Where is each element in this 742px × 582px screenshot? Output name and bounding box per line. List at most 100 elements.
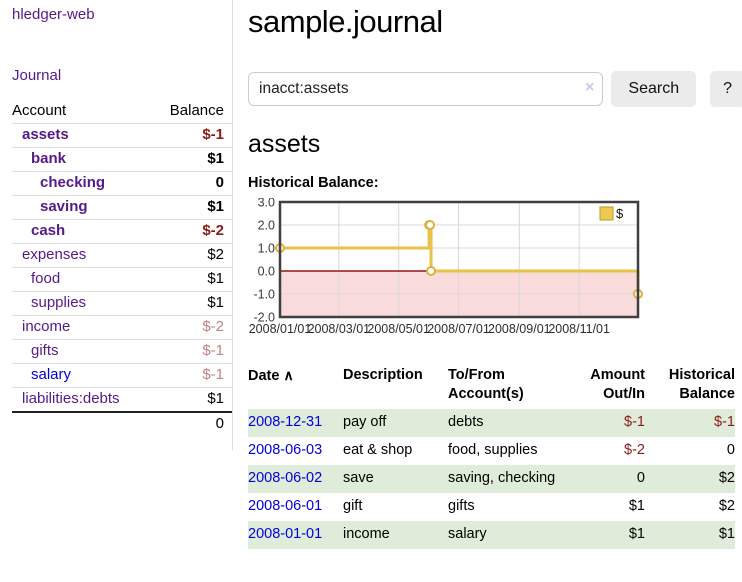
- account-balance: 0: [151, 171, 232, 196]
- spacer: [12, 411, 152, 436]
- txn-balance: $1: [718, 526, 735, 542]
- account-link-gifts[interactable]: gifts: [31, 342, 59, 359]
- main-content: sample.journal × Search ? assets Histori…: [233, 0, 742, 549]
- account-cell: cash: [12, 219, 152, 244]
- svg-text:2008/11/01: 2008/11/01: [548, 322, 610, 336]
- txn-description: eat & shop: [343, 442, 413, 458]
- txn-balance: 0: [726, 442, 735, 458]
- transactions-header-row: Date ∧ Description To/From Account(s) Am…: [248, 363, 735, 409]
- search-button[interactable]: Search: [611, 71, 697, 107]
- txn-accounts: food, supplies: [448, 442, 538, 458]
- txn-amount: 0: [636, 470, 645, 486]
- txn-accounts: debts: [448, 414, 484, 430]
- account-row: bank $1: [12, 147, 232, 172]
- account-link-assets[interactable]: assets: [22, 126, 69, 143]
- txn-description: gift: [343, 498, 363, 514]
- accounts-header-balance: Balance: [151, 100, 232, 124]
- account-cell: gifts: [12, 339, 152, 364]
- account-row: assets $-1: [12, 123, 232, 148]
- txn-accounts: gifts: [448, 498, 475, 514]
- txn-date-link[interactable]: 2008-01-01: [248, 526, 323, 542]
- col-header-tofrom: To/From Account(s): [448, 367, 524, 402]
- account-link-food[interactable]: food: [31, 270, 61, 287]
- txn-description: income: [343, 526, 390, 542]
- account-cell: expenses: [12, 243, 152, 268]
- search-input[interactable]: [248, 72, 604, 106]
- transaction-row: 2008-06-01 gift gifts $1 $2: [248, 493, 735, 521]
- account-row: cash $-2: [12, 219, 232, 244]
- txn-date-link[interactable]: 2008-06-02: [248, 470, 323, 486]
- account-cell: supplies: [12, 291, 152, 316]
- search-box: ×: [248, 72, 604, 106]
- clear-search-icon[interactable]: ×: [585, 79, 595, 96]
- svg-text:0.0: 0.0: [258, 265, 275, 279]
- account-cell: income: [12, 315, 152, 340]
- accounts-total-row: 0: [12, 411, 232, 436]
- account-link-bank[interactable]: bank: [31, 150, 67, 167]
- txn-date-cell: 2008-01-01: [248, 521, 343, 549]
- txn-date-cell: 2008-06-02: [248, 465, 343, 493]
- search-bar: × Search ?: [248, 71, 742, 107]
- help-button[interactable]: ?: [710, 71, 742, 107]
- account-row: gifts $-1: [12, 339, 232, 364]
- accounts-header-row: Account Balance: [12, 100, 232, 124]
- chart-container: 3.0 2.0 1.0 0.0 -1.0 -2.0 2008/01/01 2008/03/01…: [248, 196, 742, 345]
- svg-text:2008/09/01: 2008/09/01: [488, 322, 551, 336]
- transaction-row: 2008-06-03 eat & shop food, supplies $-2 0: [248, 437, 735, 465]
- sidebar-item-journal[interactable]: Journal: [12, 67, 62, 84]
- txn-balance: $2: [718, 470, 735, 486]
- account-cell: bank: [12, 147, 152, 172]
- col-header-description: Description: [343, 367, 423, 383]
- svg-text:3.0: 3.0: [258, 198, 275, 210]
- svg-text:-1.0: -1.0: [253, 288, 275, 302]
- txn-date-link[interactable]: 2008-06-03: [248, 442, 323, 458]
- sidebar-nav: Journal: [12, 67, 232, 85]
- historical-balance-chart: 3.0 2.0 1.0 0.0 -1.0 -2.02008/01/012008/03/01…: [249, 196, 643, 336]
- account-cell: saving: [12, 195, 152, 220]
- account-link-liabilities-debts[interactable]: liabilities:debts: [22, 390, 120, 407]
- txn-date-cell: 2008-06-01: [248, 493, 343, 521]
- txn-date-link[interactable]: 2008-06-01: [248, 498, 323, 514]
- account-balance: $-1: [151, 363, 232, 388]
- account-link-cash[interactable]: cash: [31, 222, 66, 239]
- txn-description: pay off: [343, 414, 387, 430]
- account-balance: $1: [151, 291, 232, 316]
- account-cell: food: [12, 267, 152, 292]
- account-balance: $-2: [151, 219, 232, 244]
- accounts-table: Account Balance assets $-1 bank $1 checking 0…: [12, 100, 232, 436]
- account-row: salary $-1: [12, 363, 232, 388]
- svg-text:-2.0: -2.0: [253, 311, 275, 325]
- txn-balance: $-1: [714, 414, 735, 430]
- account-link-saving[interactable]: saving: [40, 198, 88, 215]
- txn-date-cell: 2008-06-03: [248, 437, 343, 465]
- txn-amount: $1: [628, 498, 645, 514]
- chart-title: Historical Balance:: [248, 175, 379, 191]
- account-balance: $-1: [151, 123, 232, 148]
- account-balance: $-2: [151, 315, 232, 340]
- txn-date-link[interactable]: 2008-12-31: [248, 414, 323, 430]
- app-brand-link[interactable]: hledger-web: [12, 6, 95, 23]
- account-link-checking[interactable]: checking: [40, 174, 106, 191]
- account-cell: liabilities:debts: [12, 387, 152, 413]
- account-balance: $1: [151, 147, 232, 172]
- col-header-date[interactable]: Date ∧: [248, 363, 343, 409]
- svg-text:2.0: 2.0: [258, 219, 275, 233]
- account-link-salary[interactable]: salary: [31, 366, 72, 383]
- account-balance: $-1: [151, 339, 232, 364]
- account-link-supplies[interactable]: supplies: [31, 294, 87, 311]
- transaction-row: 2008-12-31 pay off debts $-1 $-1: [248, 409, 735, 437]
- account-balance: $2: [151, 243, 232, 268]
- svg-text:2008/01/01: 2008/01/01: [249, 322, 312, 336]
- account-cell: salary: [12, 363, 152, 388]
- txn-accounts: salary: [448, 526, 487, 542]
- account-link-income[interactable]: income: [22, 318, 71, 335]
- svg-text:1.0: 1.0: [258, 242, 275, 256]
- account-heading: assets: [248, 130, 321, 158]
- txn-balance: $2: [718, 498, 735, 514]
- transactions-table: Date ∧ Description To/From Account(s) Am…: [248, 363, 735, 549]
- col-header-balance: Historical Balance: [668, 367, 735, 402]
- accounts-header-account: Account: [12, 100, 152, 124]
- transaction-row: 2008-01-01 income salary $1 $1: [248, 521, 735, 549]
- account-link-expenses[interactable]: expenses: [22, 246, 87, 263]
- account-cell: checking: [12, 171, 152, 196]
